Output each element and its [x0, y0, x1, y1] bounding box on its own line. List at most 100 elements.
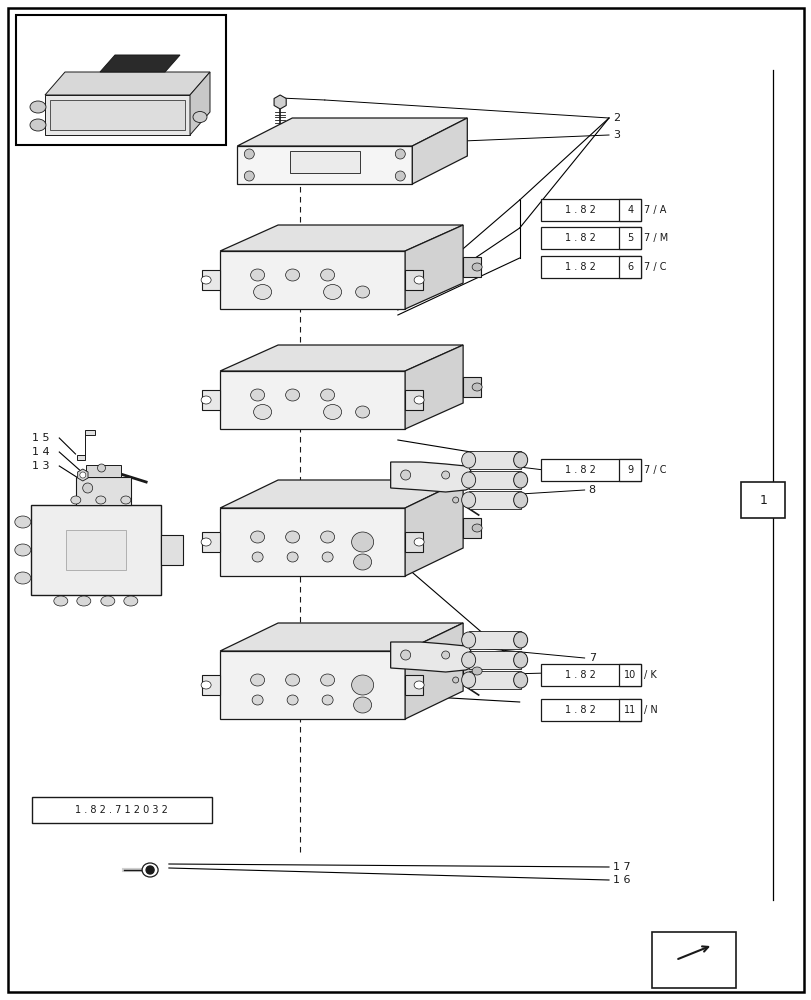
Polygon shape: [220, 251, 405, 309]
Bar: [16, 15, 225, 145]
Ellipse shape: [253, 404, 272, 420]
Polygon shape: [45, 95, 190, 135]
Polygon shape: [462, 518, 481, 538]
Ellipse shape: [513, 472, 527, 488]
Circle shape: [97, 464, 105, 472]
Ellipse shape: [251, 674, 264, 686]
Text: 6: 6: [627, 262, 633, 272]
Text: 1 . 8 2 . 7 1 2 0 3 2: 1 . 8 2 . 7 1 2 0 3 2: [75, 805, 168, 815]
Ellipse shape: [54, 596, 68, 606]
Ellipse shape: [355, 286, 369, 298]
Polygon shape: [77, 430, 95, 460]
Circle shape: [244, 171, 254, 181]
Ellipse shape: [320, 269, 334, 281]
Bar: [619, 199, 641, 221]
Bar: [619, 664, 641, 686]
Polygon shape: [100, 55, 180, 72]
Text: 5: 5: [627, 233, 633, 243]
Circle shape: [244, 149, 254, 159]
Text: 7 / C: 7 / C: [644, 465, 666, 475]
Ellipse shape: [201, 538, 211, 546]
Ellipse shape: [471, 263, 482, 271]
Ellipse shape: [320, 674, 334, 686]
Polygon shape: [190, 72, 210, 135]
Ellipse shape: [285, 674, 299, 686]
Ellipse shape: [287, 695, 298, 705]
Text: 8: 8: [588, 485, 595, 495]
Ellipse shape: [353, 697, 371, 713]
Text: / N: / N: [644, 705, 658, 715]
Ellipse shape: [324, 404, 341, 420]
Ellipse shape: [324, 284, 341, 300]
Ellipse shape: [414, 681, 423, 689]
Polygon shape: [390, 642, 470, 672]
Ellipse shape: [96, 496, 105, 504]
Text: 1 . 8 2: 1 . 8 2: [564, 262, 595, 272]
Polygon shape: [220, 623, 462, 651]
Bar: [740, 482, 784, 518]
Text: 4: 4: [627, 205, 633, 215]
Text: 1 . 8 2: 1 . 8 2: [564, 705, 595, 715]
Text: 1 . 8 2: 1 . 8 2: [564, 205, 595, 215]
Ellipse shape: [320, 389, 334, 401]
Bar: [161, 535, 182, 565]
Bar: [50, 100, 185, 130]
Ellipse shape: [461, 472, 475, 488]
Ellipse shape: [285, 531, 299, 543]
Bar: [32, 797, 212, 823]
Ellipse shape: [253, 284, 272, 300]
Polygon shape: [405, 623, 462, 719]
Ellipse shape: [461, 492, 475, 508]
Bar: [75, 477, 131, 505]
Ellipse shape: [287, 552, 298, 562]
Bar: [541, 199, 641, 221]
Polygon shape: [390, 462, 470, 492]
Ellipse shape: [513, 452, 527, 468]
Polygon shape: [220, 651, 405, 719]
Ellipse shape: [77, 596, 91, 606]
Ellipse shape: [30, 101, 46, 113]
Text: 11: 11: [624, 705, 636, 715]
Ellipse shape: [513, 672, 527, 688]
Ellipse shape: [320, 531, 334, 543]
Text: 7: 7: [588, 653, 595, 663]
Text: 1 . 8 2: 1 . 8 2: [564, 465, 595, 475]
Polygon shape: [468, 491, 520, 509]
Ellipse shape: [471, 524, 482, 532]
Ellipse shape: [251, 531, 264, 543]
Text: 1 4: 1 4: [32, 447, 50, 457]
Ellipse shape: [123, 596, 138, 606]
Polygon shape: [202, 532, 220, 552]
Ellipse shape: [461, 672, 475, 688]
Polygon shape: [220, 480, 462, 508]
Bar: [541, 227, 641, 249]
Text: 10: 10: [624, 670, 636, 680]
Ellipse shape: [15, 572, 31, 584]
Polygon shape: [462, 377, 481, 397]
Text: 7 / A: 7 / A: [644, 205, 666, 215]
Bar: [541, 664, 641, 686]
Ellipse shape: [251, 552, 263, 562]
Polygon shape: [405, 675, 423, 695]
Polygon shape: [468, 671, 520, 689]
Bar: [541, 699, 641, 721]
Polygon shape: [405, 345, 462, 429]
Polygon shape: [405, 480, 462, 576]
Ellipse shape: [513, 492, 527, 508]
Bar: [619, 699, 641, 721]
Text: 1 . 8 2: 1 . 8 2: [564, 670, 595, 680]
Text: 9: 9: [627, 465, 633, 475]
Ellipse shape: [71, 496, 81, 504]
Text: 1: 1: [758, 493, 766, 506]
Ellipse shape: [201, 396, 211, 404]
Text: 1 5: 1 5: [32, 433, 50, 443]
Polygon shape: [405, 532, 423, 552]
Text: 1 3: 1 3: [32, 461, 50, 471]
Ellipse shape: [285, 269, 299, 281]
Text: / K: / K: [644, 670, 656, 680]
Ellipse shape: [513, 632, 527, 648]
Circle shape: [395, 149, 405, 159]
Circle shape: [452, 497, 458, 503]
Polygon shape: [462, 257, 481, 277]
Ellipse shape: [351, 532, 373, 552]
